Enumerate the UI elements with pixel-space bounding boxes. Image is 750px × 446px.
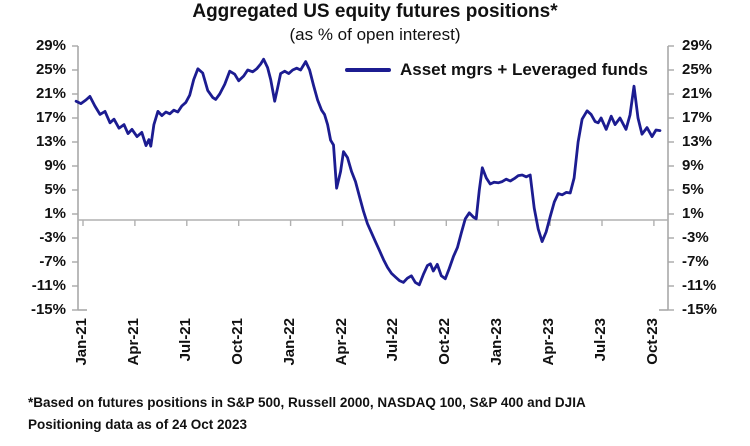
y-tick-label-left: -3% <box>39 229 66 246</box>
x-tick-label: Oct-23 <box>643 318 661 365</box>
chart-subtitle: (as % of open interest) <box>289 25 461 44</box>
y-tick-label-left: 21% <box>35 85 66 102</box>
x-tick-label: Jan-23 <box>488 318 506 366</box>
footnote-line1: *Based on futures positions in S&P 500, … <box>28 395 586 410</box>
y-tick-label-right: 1% <box>682 205 704 222</box>
y-tick-label-left: 17% <box>35 109 66 126</box>
y-tick-label-right: 13% <box>682 133 713 150</box>
y-tick-label-right: 9% <box>682 157 704 174</box>
y-tick-label-right: 5% <box>682 181 704 198</box>
y-tick-label-left: 29% <box>35 37 66 54</box>
x-tick-label: Apr-22 <box>332 318 350 366</box>
x-tick-label: Jan-21 <box>73 318 90 366</box>
legend: Asset mgrs + Leveraged funds <box>345 60 648 80</box>
y-axis-right-labels: 29% 25% 21% 17% 13% 9% 5% 1% -3% -7% -11% -15% <box>682 0 748 446</box>
footnote-line2: Positioning data as of 24 Oct 2023 <box>28 417 248 432</box>
y-tick-label-left: 9% <box>44 157 66 174</box>
x-tick-label: Jul-23 <box>592 318 609 362</box>
x-tick-label: Jul-21 <box>176 318 194 362</box>
x-tick-label: Jul-22 <box>384 318 402 362</box>
x-tick-label: Apr-21 <box>124 318 142 366</box>
y-tick-label-right: 25% <box>682 61 713 78</box>
y-tick-label-right: 29% <box>682 37 713 54</box>
y-tick-label-left: 5% <box>44 181 66 198</box>
x-tick-label: Apr-23 <box>540 318 558 366</box>
y-tick-label-left: 13% <box>35 133 66 150</box>
y-tick-label-right: -11% <box>682 277 717 294</box>
y-tick-label-left: -15% <box>30 301 66 318</box>
y-axis-left-labels: 29% 25% 21% 17% 13% 9% 5% 1% -3% -7% -11% -15% <box>0 0 66 446</box>
y-tick-label-right: 17% <box>682 109 713 126</box>
series-line-asset-mgrs-leveraged-funds <box>74 57 662 287</box>
chart-title: Aggregated US equity futures positions* <box>192 1 558 22</box>
x-tick-label: Oct-21 <box>228 318 246 365</box>
y-tick-label-right: -3% <box>682 229 709 246</box>
x-tick-label: Oct-22 <box>436 318 454 365</box>
y-tick-label-left: 1% <box>44 205 66 222</box>
y-tick-label-right: -7% <box>682 253 709 270</box>
y-tick-label-left: -11% <box>31 277 66 294</box>
y-tick-label-right: 21% <box>682 85 713 102</box>
legend-label: Asset mgrs + Leveraged funds <box>400 60 649 79</box>
legend-line-marker <box>345 68 391 72</box>
y-tick-label-left: -7% <box>39 253 66 270</box>
y-tick-label-right: -15% <box>682 301 718 318</box>
y-tick-label-left: 25% <box>35 61 66 78</box>
x-tick-label: Jan-22 <box>280 318 298 366</box>
